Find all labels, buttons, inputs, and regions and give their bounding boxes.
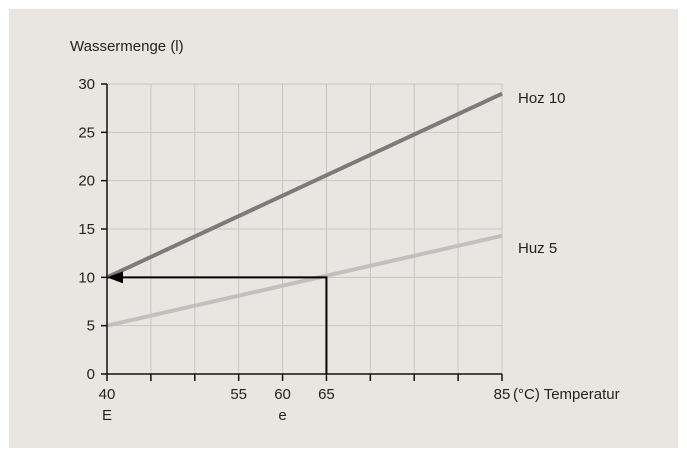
x-tick-label-40: 40 bbox=[99, 386, 116, 403]
x-tick-label-60: 60 bbox=[274, 386, 291, 403]
y-tick-label-25: 25 bbox=[78, 124, 95, 141]
x-tick-label-65: 65 bbox=[318, 386, 335, 403]
x-sub-label-E: E bbox=[102, 407, 112, 424]
reading-path-line bbox=[121, 276, 328, 374]
y-tick-label-10: 10 bbox=[78, 269, 95, 286]
y-axis-title: Wassermenge (l) bbox=[70, 38, 184, 55]
reading-path-arrowhead bbox=[107, 271, 123, 284]
series-line-2 bbox=[106, 233, 503, 328]
y-tick-label-20: 20 bbox=[78, 173, 95, 190]
x-tick-label-55: 55 bbox=[230, 386, 247, 403]
y-tick-label-30: 30 bbox=[78, 76, 95, 93]
x-sub-label-e: e bbox=[278, 407, 286, 424]
series-label-2: Huz 5 bbox=[518, 240, 557, 257]
x-axis-title: (°C) Temperatur bbox=[513, 386, 620, 403]
chart-svg: 0 5 10 15 20 25 30 40 55 60 65 85 E e Wassermenge (l) (… bbox=[70, 38, 620, 424]
y-tick-label-0: 0 bbox=[87, 366, 95, 383]
y-tick-label-15: 15 bbox=[78, 221, 95, 238]
series-line-1 bbox=[106, 91, 503, 280]
series-label-1: Hoz 10 bbox=[518, 90, 566, 107]
x-tick-label-85: 85 bbox=[494, 386, 511, 403]
y-tick-label-5: 5 bbox=[87, 318, 95, 335]
